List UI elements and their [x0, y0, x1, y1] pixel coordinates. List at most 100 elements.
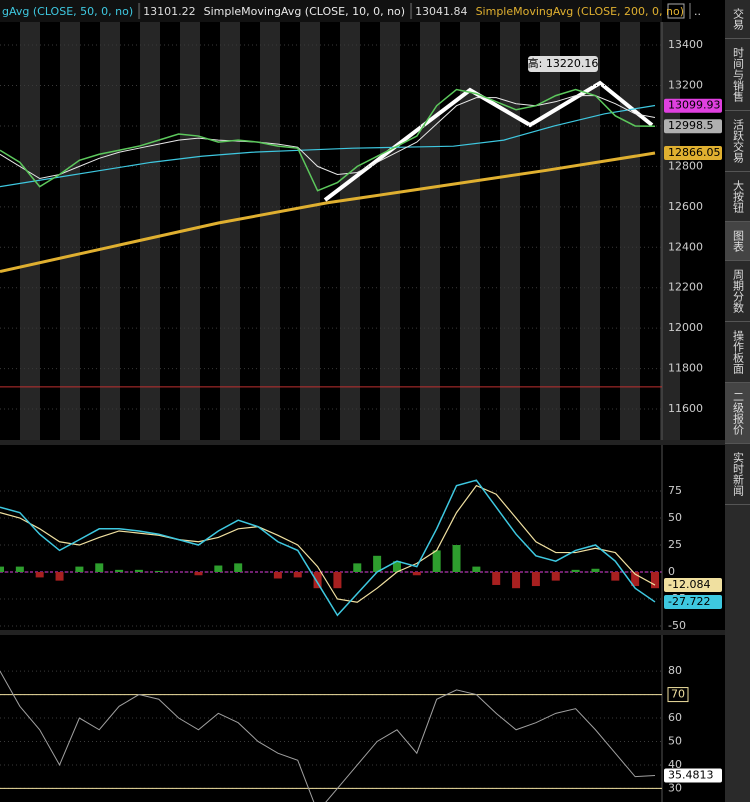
study-value: ..: [694, 5, 701, 18]
histogram-bar: [373, 555, 382, 573]
study-label: gAvg (CLOSE, 50, 0, no): [2, 5, 133, 18]
background: [0, 0, 725, 802]
sidebar-tab[interactable]: 时间与销售: [725, 39, 750, 111]
price-tag: [664, 119, 722, 134]
y-tick-label: 11600: [668, 402, 703, 415]
histogram-bar: [412, 572, 421, 576]
stripe: [60, 22, 80, 440]
values-line: [0, 670, 656, 802]
avg-line: [0, 484, 656, 603]
histogram-bar: [631, 572, 640, 587]
sidebar-tab[interactable]: 活跃交易: [725, 111, 750, 172]
y-tick-label: 12800: [668, 159, 703, 172]
price-tag-label: -12.084: [668, 578, 710, 591]
close-line: [0, 88, 656, 192]
high-label: 高: 13220.16: [528, 56, 599, 70]
sidebar-tab[interactable]: 二级报价: [725, 383, 750, 444]
histogram-bar: [452, 545, 461, 573]
price-tag: [664, 768, 722, 783]
histogram-bar: [611, 572, 620, 581]
histogram-bar: [134, 569, 143, 573]
sidebar-tab[interactable]: 实时新闻: [725, 444, 750, 505]
value-line: [0, 479, 656, 617]
y-tick-label: -50: [668, 619, 686, 632]
price-tag: [664, 98, 722, 113]
y-tick-label: 12200: [668, 281, 703, 294]
price-tag-label: 35.4813: [668, 769, 714, 782]
y-tick-label: 50: [668, 734, 682, 747]
stripe: [580, 22, 600, 440]
study-value-box: [410, 3, 413, 19]
price-tag-label: 13099.93: [668, 99, 721, 112]
y-tick-label: 12400: [668, 240, 703, 253]
stripe: [620, 22, 640, 440]
histogram-bar: [154, 570, 163, 573]
histogram-bar: [194, 572, 203, 576]
y-tick-label: 11800: [668, 362, 703, 375]
stripe: [500, 22, 520, 440]
y-tick-label: 25: [668, 538, 682, 551]
y-tick-label: 13200: [668, 78, 703, 91]
histogram-bar: [472, 566, 481, 573]
histogram-bar: [234, 563, 243, 573]
histogram-bar: [214, 565, 223, 573]
stripe: [220, 22, 240, 440]
stripe: [140, 22, 160, 440]
price-tag-label: 12998.5: [668, 119, 714, 132]
study-label: SimpleMovingAvg (CLOSE, 10, 0, no): [204, 5, 405, 18]
histogram-bar: [512, 572, 521, 589]
y-tick-label: 60: [668, 711, 682, 724]
histogram-bar: [591, 568, 600, 573]
sidebar-tab[interactable]: 周期分数: [725, 261, 750, 322]
study-value-box: [138, 3, 141, 19]
y-tick-label: 75: [668, 484, 682, 497]
histogram-bar: [35, 572, 44, 578]
histogram-bar: [531, 572, 540, 587]
study-value: 13101.22: [143, 5, 196, 18]
histogram-bar: [75, 566, 84, 573]
histogram-bar: [95, 563, 104, 573]
stripe: [260, 22, 280, 440]
y-tick-label: 40: [668, 758, 682, 771]
y-tick-label: 0: [668, 565, 675, 578]
y-tick-label: 30: [668, 781, 682, 794]
sidebar-tab[interactable]: 图表: [725, 222, 750, 261]
price-tag-label: -27.722: [668, 595, 710, 608]
histogram-bar: [432, 550, 441, 573]
histogram-bar: [651, 572, 659, 589]
histogram-bar: [115, 569, 124, 573]
study-value-box: [689, 3, 691, 19]
drawn-pattern: [323, 80, 654, 202]
y-tick-label: 12000: [668, 321, 703, 334]
level-tag-label: 70: [671, 688, 685, 701]
study-value: 13041.84: [415, 5, 468, 18]
level-tag: [667, 687, 689, 703]
price-tag: [664, 578, 722, 593]
stripe: [180, 22, 200, 440]
histogram-bar: [551, 572, 560, 581]
histogram-bar: [492, 572, 501, 585]
histogram-bar: [353, 563, 362, 573]
stripe: [460, 22, 480, 440]
histogram-bar: [392, 561, 401, 573]
sidebar-tab[interactable]: 大按钮: [725, 172, 750, 222]
y-tick-label: 50: [668, 511, 682, 524]
histogram-bar: [273, 572, 282, 579]
stripe: [340, 22, 360, 440]
high-bubble: [528, 56, 598, 72]
session-stripes: [20, 22, 680, 440]
histogram-bar: [571, 569, 580, 573]
y-tick-label: 80: [668, 664, 682, 677]
stripe: [300, 22, 320, 440]
stripe: [20, 22, 40, 440]
stripe: [100, 22, 120, 440]
sidebar-tab[interactable]: 操作板面: [725, 322, 750, 383]
sidebar-tab[interactable]: 交易: [725, 0, 750, 39]
y-tick-label: 12600: [668, 200, 703, 213]
style-icon[interactable]: [667, 3, 685, 19]
sma50-line: [0, 104, 656, 188]
price-tag: [664, 594, 722, 609]
histogram-bar: [55, 572, 64, 581]
histogram-bar: [15, 566, 24, 573]
